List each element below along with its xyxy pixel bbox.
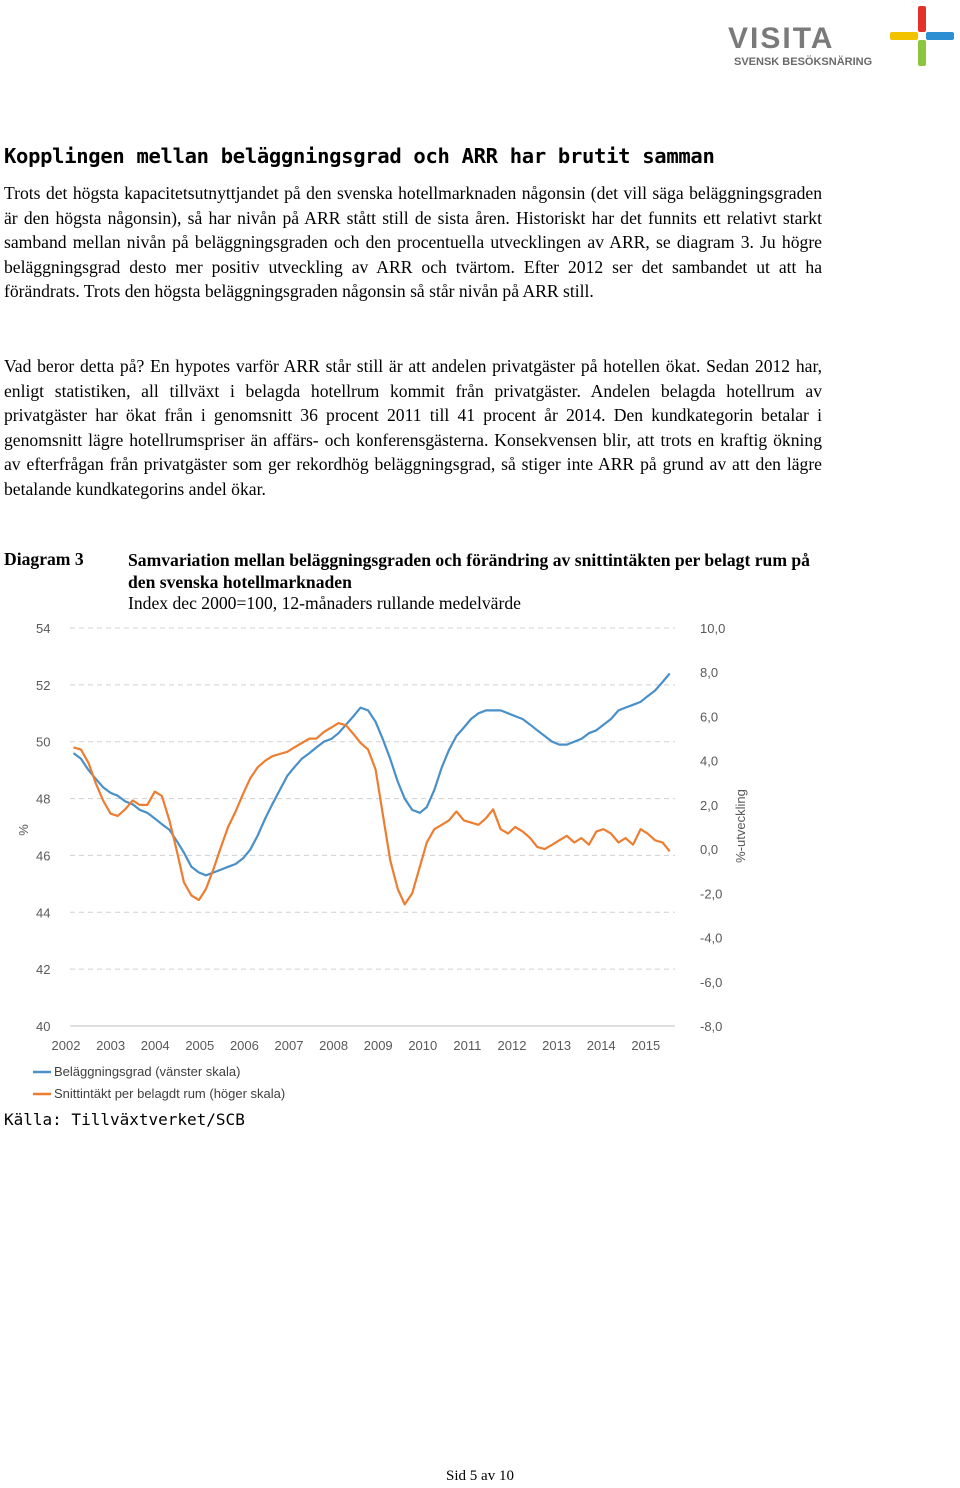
logo-mark-blue bbox=[926, 32, 954, 40]
line-chart: 54 52 50 48 46 44 42 40 10,0 8,0 6,0 4,0 2,0 0,0 -2,0… bbox=[16, 621, 748, 1101]
left-tick-label: 50 bbox=[36, 735, 50, 750]
visita-logo: VISITA SVENSK BESÖKSNÄRING bbox=[728, 6, 954, 68]
left-tick-label: 48 bbox=[36, 792, 50, 807]
right-tick-label: -2,0 bbox=[700, 886, 722, 901]
x-tick-label: 2002 bbox=[52, 1038, 81, 1053]
logo-tagline: SVENSK BESÖKSNÄRING bbox=[734, 55, 872, 68]
series-line-1 bbox=[72, 672, 671, 877]
logo-name: VISITA bbox=[728, 22, 834, 55]
x-tick-label: 2003 bbox=[96, 1038, 125, 1053]
right-axis-ticks: 10,0 8,0 6,0 4,0 2,0 0,0 -2,0 -4,0 -6,0 -8,0 bbox=[700, 621, 725, 1034]
legend-label-1: Beläggningsgrad (vänster skala) bbox=[54, 1064, 240, 1079]
left-tick-label: 40 bbox=[36, 1019, 50, 1034]
logo-mark-yellow bbox=[890, 32, 918, 40]
page-heading: Kopplingen mellan beläggningsgrad och AR… bbox=[4, 144, 715, 168]
x-tick-label: 2010 bbox=[408, 1038, 437, 1053]
logo-mark bbox=[890, 6, 954, 66]
left-axis-label: % bbox=[16, 824, 31, 836]
x-tick-label: 2015 bbox=[631, 1038, 660, 1053]
right-tick-label: 6,0 bbox=[700, 709, 718, 724]
right-tick-label: -4,0 bbox=[700, 931, 722, 946]
x-tick-label: 2005 bbox=[185, 1038, 214, 1053]
left-axis-ticks: 54 52 50 48 46 44 42 40 bbox=[36, 621, 50, 1034]
left-tick-label: 42 bbox=[36, 962, 50, 977]
page-number: Sid 5 av 10 bbox=[446, 1468, 514, 1484]
x-tick-label: 2004 bbox=[141, 1038, 170, 1053]
x-tick-label: 2014 bbox=[587, 1038, 616, 1053]
legend-label-2: Snittintäkt per belagdt rum (höger skala… bbox=[54, 1086, 285, 1101]
x-tick-label: 2011 bbox=[453, 1038, 481, 1053]
paragraph-1: Trots det högsta kapacitetsutnyttjandet … bbox=[4, 183, 822, 302]
diagram-subtitle: Index dec 2000=100, 12-månaders rullande… bbox=[128, 593, 521, 613]
right-tick-label: -8,0 bbox=[700, 1019, 722, 1034]
paragraph-2: Vad beror detta på? En hypotes varför AR… bbox=[4, 356, 822, 499]
right-axis-label: %-utveckling bbox=[733, 789, 748, 863]
diagram-label: Diagram 3 bbox=[4, 549, 84, 569]
left-tick-label: 54 bbox=[36, 621, 50, 636]
x-tick-label: 2007 bbox=[275, 1038, 304, 1053]
left-tick-label: 44 bbox=[36, 905, 50, 920]
x-tick-label: 2006 bbox=[230, 1038, 259, 1053]
right-tick-label: 0,0 bbox=[700, 842, 718, 857]
x-tick-label: 2012 bbox=[498, 1038, 527, 1053]
right-tick-label: -6,0 bbox=[700, 975, 722, 990]
left-tick-label: 46 bbox=[36, 848, 50, 863]
x-tick-label: 2008 bbox=[319, 1038, 348, 1053]
left-tick-label: 52 bbox=[36, 678, 50, 693]
x-tick-label: 2013 bbox=[542, 1038, 571, 1053]
x-tick-label: 2009 bbox=[364, 1038, 393, 1053]
right-tick-label: 2,0 bbox=[700, 798, 718, 813]
series-line-2 bbox=[73, 722, 671, 906]
source-note: Källa: Tillväxtverket/SCB bbox=[4, 1110, 245, 1129]
logo-mark-green bbox=[918, 40, 926, 66]
right-tick-label: 4,0 bbox=[700, 754, 718, 769]
chart-legend: Beläggningsgrad (vänster skala) Snittintä… bbox=[33, 1064, 285, 1101]
logo-mark-red bbox=[918, 6, 926, 32]
chart-series bbox=[72, 672, 671, 906]
right-tick-label: 8,0 bbox=[700, 665, 718, 680]
diagram-title: Samvariation mellan beläggningsgraden oc… bbox=[128, 550, 810, 592]
chart-grid bbox=[70, 627, 675, 1027]
right-tick-label: 10,0 bbox=[700, 621, 725, 636]
x-axis-ticks: 2002 2003 2004 2005 2006 2007 2008 2009 2010 2011… bbox=[52, 1038, 661, 1053]
